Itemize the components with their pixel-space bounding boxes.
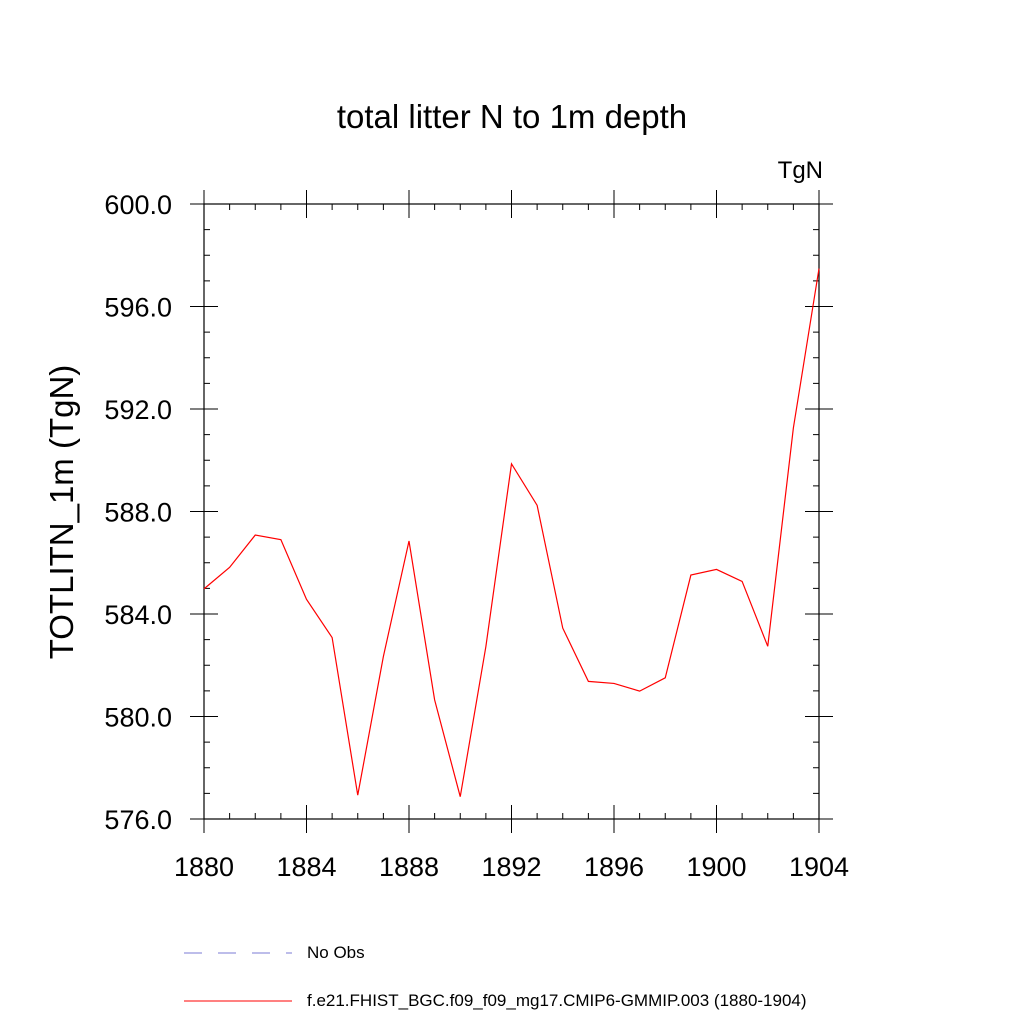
y-tick-label: 584.0 bbox=[104, 600, 172, 630]
plot-area bbox=[203, 268, 820, 797]
series-line bbox=[203, 268, 820, 797]
y-tick-label: 576.0 bbox=[104, 805, 172, 835]
x-tick-label: 1884 bbox=[276, 852, 336, 882]
x-tick-label: 1888 bbox=[379, 852, 439, 882]
x-tick-label: 1880 bbox=[174, 852, 234, 882]
y-tick-label: 592.0 bbox=[104, 395, 172, 425]
y-tick-label: 588.0 bbox=[104, 498, 172, 528]
y-tick-label: 600.0 bbox=[104, 190, 172, 220]
x-tick-label: 1896 bbox=[584, 852, 644, 882]
legend-marks bbox=[184, 952, 292, 1002]
legend-label-model-run: f.e21.FHIST_BGC.f09_f09_mg17.CMIP6-GMMIP… bbox=[307, 991, 807, 1010]
units-label: TgN bbox=[777, 157, 823, 184]
chart-title: total litter N to 1m depth bbox=[336, 98, 688, 135]
plot-frame bbox=[203, 203, 820, 820]
y-tick-label: 580.0 bbox=[104, 703, 172, 733]
x-tick-label: 1892 bbox=[481, 852, 541, 882]
legend-label-no-obs: No Obs bbox=[307, 943, 365, 962]
axes-group: 1880 1884 1888 1892 1896 1900 1904 576.0 580.0 58… bbox=[104, 190, 849, 882]
y-tick-label: 596.0 bbox=[104, 293, 172, 323]
x-tick-label: 1900 bbox=[686, 852, 746, 882]
x-tick-label: 1904 bbox=[789, 852, 849, 882]
